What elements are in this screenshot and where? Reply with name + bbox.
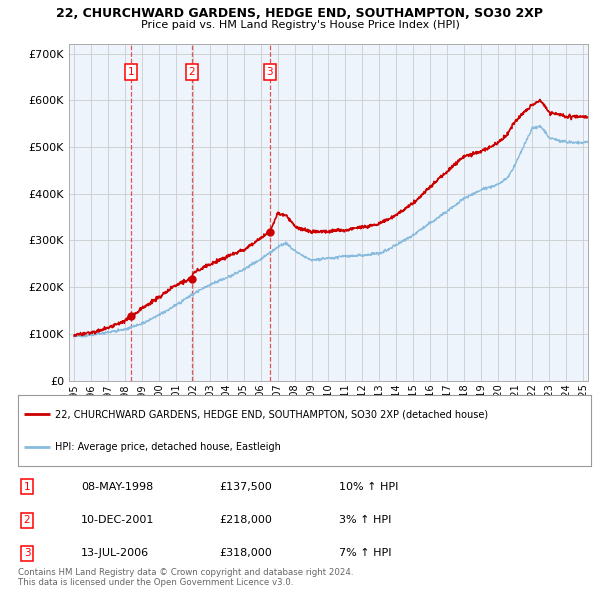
Text: £137,500: £137,500 [219, 482, 272, 491]
Text: 10% ↑ HPI: 10% ↑ HPI [339, 482, 398, 491]
Text: 2: 2 [23, 516, 31, 525]
Text: 2: 2 [188, 67, 195, 77]
Text: £318,000: £318,000 [219, 549, 272, 558]
Text: 7% ↑ HPI: 7% ↑ HPI [339, 549, 391, 558]
Text: 13-JUL-2006: 13-JUL-2006 [81, 549, 149, 558]
Text: HPI: Average price, detached house, Eastleigh: HPI: Average price, detached house, East… [55, 442, 281, 452]
Text: 22, CHURCHWARD GARDENS, HEDGE END, SOUTHAMPTON, SO30 2XP (detached house): 22, CHURCHWARD GARDENS, HEDGE END, SOUTH… [55, 409, 488, 419]
Text: 1: 1 [128, 67, 134, 77]
Text: £218,000: £218,000 [219, 516, 272, 525]
Text: Contains HM Land Registry data © Crown copyright and database right 2024.
This d: Contains HM Land Registry data © Crown c… [18, 568, 353, 587]
Text: 22, CHURCHWARD GARDENS, HEDGE END, SOUTHAMPTON, SO30 2XP: 22, CHURCHWARD GARDENS, HEDGE END, SOUTH… [56, 7, 544, 20]
Text: 08-MAY-1998: 08-MAY-1998 [81, 482, 153, 491]
Text: 10-DEC-2001: 10-DEC-2001 [81, 516, 154, 525]
Text: 1: 1 [23, 482, 31, 491]
Text: 3% ↑ HPI: 3% ↑ HPI [339, 516, 391, 525]
Text: Price paid vs. HM Land Registry's House Price Index (HPI): Price paid vs. HM Land Registry's House … [140, 20, 460, 30]
Text: 3: 3 [266, 67, 273, 77]
Text: 3: 3 [23, 549, 31, 558]
